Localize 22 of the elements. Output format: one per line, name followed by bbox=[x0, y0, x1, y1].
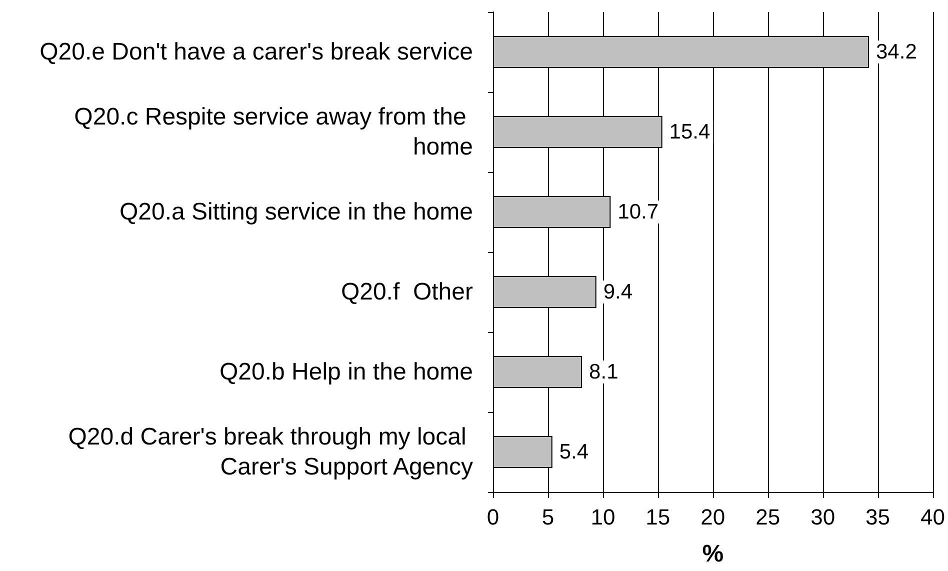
data-label: 5.4 bbox=[559, 440, 589, 464]
data-label: 8.1 bbox=[589, 360, 618, 384]
x-tick-label: 20 bbox=[700, 504, 726, 530]
y-tick-label: Q20.b Help in the home bbox=[220, 358, 473, 386]
y-tick-label: Q20.d Carer's break through my local Carer's Support Agency bbox=[68, 424, 473, 480]
y-tick-label: Q20.f Other bbox=[340, 278, 474, 306]
y-tick-label: Q20.a Sitting service in the home bbox=[119, 198, 473, 226]
x-tick-label: 40 bbox=[920, 504, 946, 530]
y-tick-label: Q20.e Don't have a carer's break service bbox=[40, 38, 473, 66]
x-tick-label: 0 bbox=[486, 504, 500, 530]
x-tick-label: 25 bbox=[756, 504, 780, 530]
data-label: 9.4 bbox=[603, 280, 633, 304]
x-axis-title: % bbox=[702, 540, 724, 568]
x-tick-label: 35 bbox=[866, 504, 890, 530]
x-tick-label: 30 bbox=[810, 504, 836, 530]
y-tick-label: Q20.c Respite service away from the home bbox=[74, 104, 473, 160]
data-label: 15.4 bbox=[669, 120, 710, 144]
data-label: 10.7 bbox=[618, 200, 659, 224]
x-tick-label: 10 bbox=[590, 504, 616, 530]
x-tick-label: 15 bbox=[646, 504, 670, 530]
x-tick-label: 5 bbox=[542, 504, 554, 530]
data-label: 34.2 bbox=[876, 40, 917, 64]
